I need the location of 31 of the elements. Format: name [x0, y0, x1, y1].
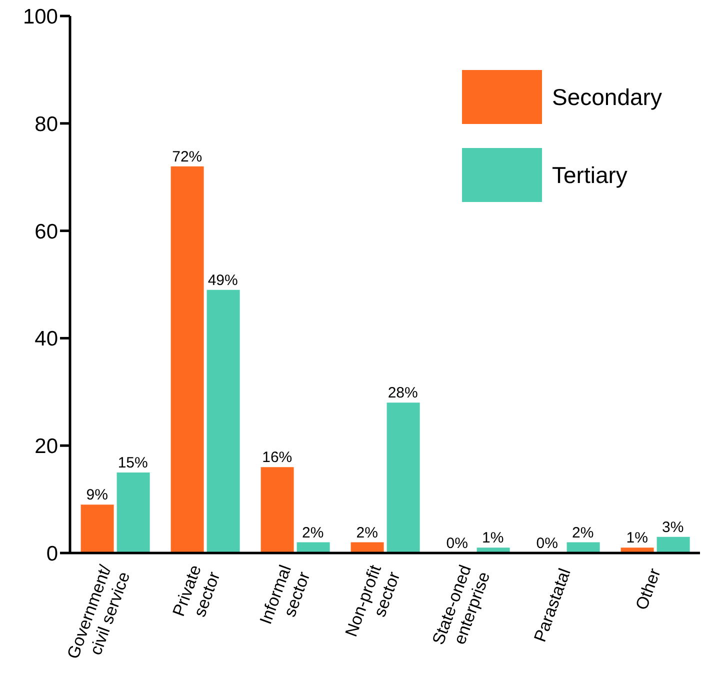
data-label: 1%	[626, 530, 648, 547]
y-tick-label: 100	[22, 5, 58, 28]
bar	[656, 536, 690, 553]
data-label: 72%	[172, 148, 202, 166]
data-label: 15%	[118, 454, 148, 472]
x-tick-label: Other	[632, 566, 665, 612]
data-label: 16%	[262, 449, 292, 466]
data-label: 28%	[388, 384, 418, 402]
data-label: 0%	[446, 535, 468, 552]
data-label: 3%	[662, 518, 684, 536]
bar	[386, 402, 420, 553]
y-tick-label: 20	[34, 435, 58, 458]
data-label: 49%	[208, 272, 238, 289]
data-label: 2%	[302, 524, 324, 542]
data-label: 9%	[86, 486, 108, 504]
bar	[80, 504, 114, 553]
bar	[260, 467, 294, 553]
y-tick-label: 80	[34, 112, 58, 136]
x-tick-label: Private sector	[169, 562, 224, 620]
data-label: 0%	[536, 535, 558, 552]
bar	[170, 166, 204, 553]
data-label: 1%	[482, 530, 504, 547]
bar	[116, 472, 150, 553]
y-tick-label: 40	[34, 328, 58, 351]
legend-label: Secondary	[552, 84, 662, 110]
y-tick-label: 0	[46, 542, 58, 566]
data-label: 2%	[356, 524, 378, 542]
bar	[206, 290, 240, 553]
data-label: 2%	[572, 524, 594, 542]
legend-label: Tertiary	[552, 162, 628, 188]
y-tick-label: 60	[34, 220, 58, 244]
